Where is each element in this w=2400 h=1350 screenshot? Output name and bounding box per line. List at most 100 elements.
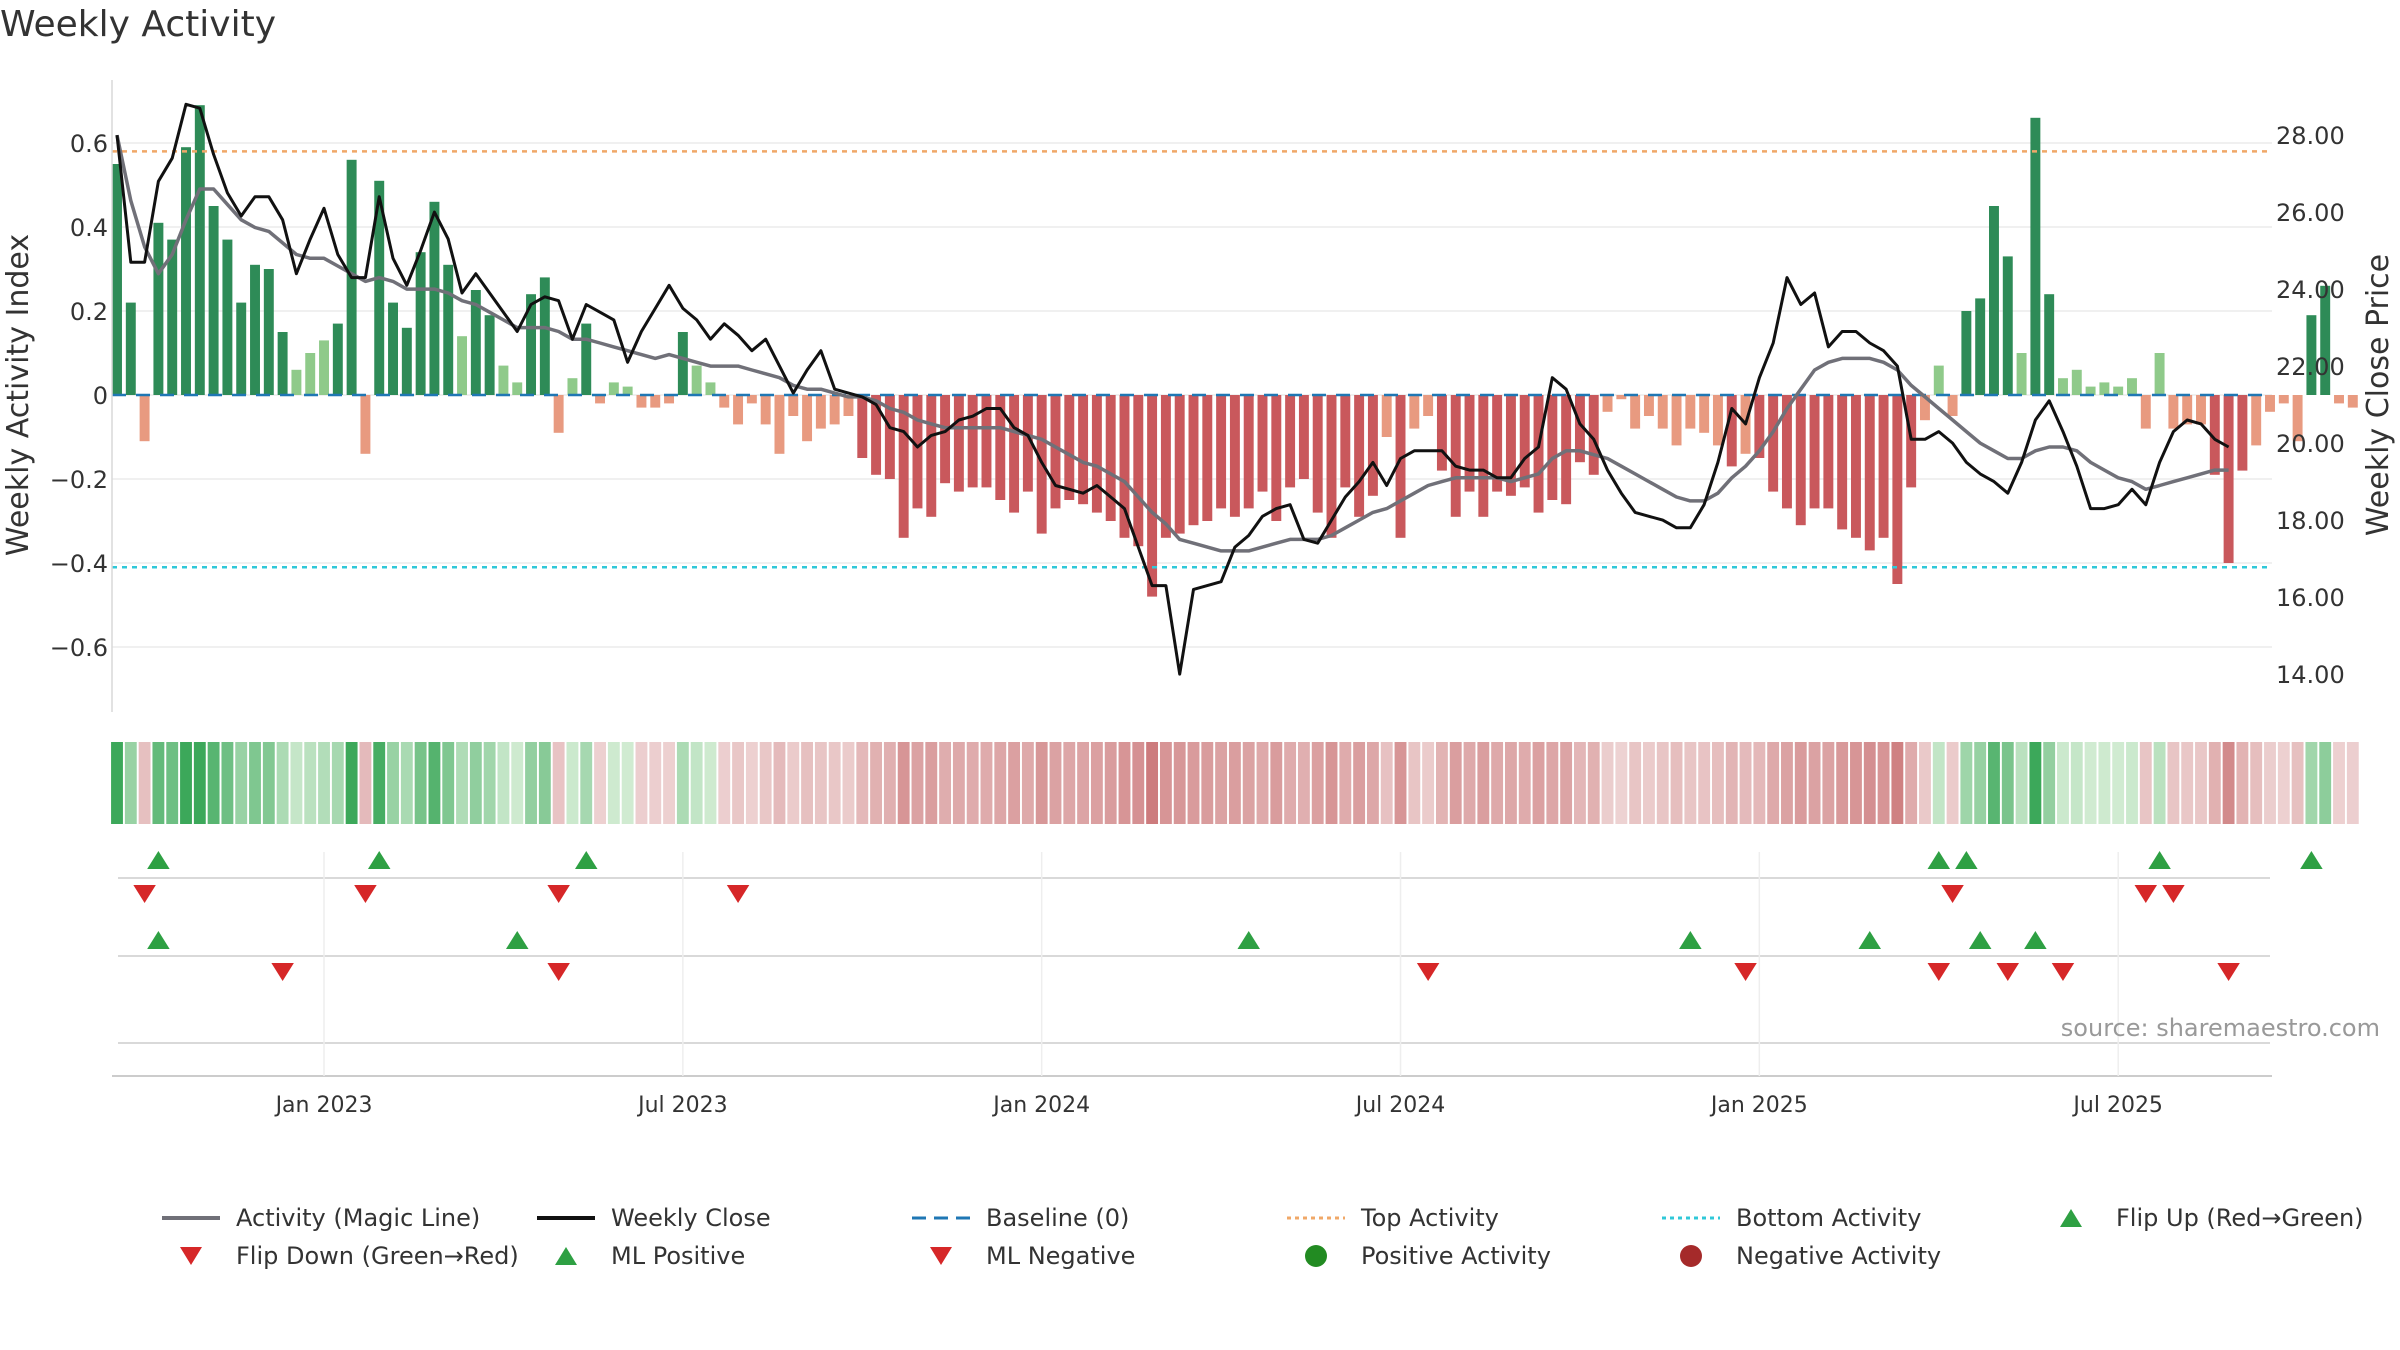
heatstrip-cell bbox=[318, 742, 330, 824]
heatstrip-cell bbox=[1643, 742, 1655, 824]
heatstrip-cell bbox=[1132, 742, 1145, 824]
activity-bar bbox=[1174, 395, 1185, 534]
activity-bar bbox=[305, 353, 316, 395]
activity-bar bbox=[788, 395, 799, 416]
heatstrip-cell bbox=[2126, 742, 2138, 824]
activity-bar bbox=[2071, 369, 2082, 395]
activity-bar bbox=[981, 395, 992, 488]
legend-item: Top Activity bbox=[1285, 1200, 1499, 1236]
activity-bar bbox=[388, 302, 398, 395]
heatstrip-cell bbox=[994, 742, 1007, 824]
activity-bar bbox=[1243, 395, 1254, 509]
x-tick-label: Jan 2023 bbox=[274, 1093, 373, 1118]
activity-bar bbox=[498, 365, 509, 395]
legend-label: Negative Activity bbox=[1736, 1242, 1942, 1270]
heatstrip-cell bbox=[1932, 742, 1945, 824]
heatstrip-cell bbox=[1863, 742, 1876, 824]
heatstrip-cell bbox=[566, 742, 579, 824]
heatstrip-cell bbox=[497, 742, 510, 824]
heatstrip-cell bbox=[1284, 742, 1297, 824]
y-tick-label-right: 18.00 bbox=[2276, 507, 2345, 535]
activity-bar bbox=[1160, 395, 1171, 538]
heatstrip-cell bbox=[1601, 742, 1614, 824]
y-axis-label-left: Weekly Activity Index bbox=[1, 234, 36, 556]
activity-bar bbox=[236, 302, 247, 395]
heatstrip-cell bbox=[1532, 742, 1545, 824]
legend-swatch bbox=[162, 1216, 220, 1220]
activity-bar bbox=[1436, 395, 1447, 471]
activity-bar bbox=[1892, 395, 1903, 584]
heatstrip-cell bbox=[331, 742, 344, 824]
activity-bar bbox=[1823, 395, 1834, 509]
activity-bar bbox=[2278, 395, 2289, 404]
activity-bar bbox=[1492, 395, 1503, 492]
activity-bar bbox=[2237, 395, 2248, 471]
heatstrip-cell bbox=[1877, 742, 1890, 824]
heatstrip-cell bbox=[952, 742, 965, 824]
activity-bar bbox=[1878, 395, 1889, 538]
heatstrip-cell bbox=[980, 742, 993, 824]
heatstrip-cell bbox=[152, 742, 165, 824]
activity-bar bbox=[1216, 395, 1227, 509]
heatstrip-cell bbox=[525, 742, 537, 824]
y-tick-label-right: 28.00 bbox=[2276, 122, 2345, 150]
activity-bar bbox=[774, 395, 785, 454]
activity-bar bbox=[815, 395, 826, 429]
activity-bar bbox=[2030, 117, 2041, 396]
heatstrip-cell bbox=[1104, 742, 1117, 824]
activity-bar bbox=[1961, 311, 1972, 395]
activity-bar bbox=[1850, 395, 1861, 538]
activity-bar bbox=[2140, 395, 2151, 429]
heatstrip-cell bbox=[732, 742, 744, 824]
activity-bar bbox=[2058, 378, 2068, 395]
flip-down-marker bbox=[1941, 885, 1964, 903]
heatstrip-cell bbox=[1049, 742, 1062, 824]
chart-legend: Activity (Magic Line) Weekly Close Baselin… bbox=[160, 1200, 2400, 1280]
heatstrip-cell bbox=[1159, 742, 1172, 824]
activity-bar bbox=[277, 332, 288, 395]
legend-item: Bottom Activity bbox=[1660, 1200, 1921, 1236]
flip-down-marker bbox=[354, 885, 377, 903]
activity-bar bbox=[1671, 395, 1682, 446]
activity-bar bbox=[1795, 395, 1806, 526]
activity-bar bbox=[153, 222, 164, 395]
activity-bar bbox=[1712, 395, 1723, 446]
y-tick-label-right: 20.00 bbox=[2276, 430, 2345, 458]
heatstrip-cell bbox=[1504, 742, 1517, 824]
activity-bar bbox=[1754, 395, 1765, 458]
activity-bar bbox=[2196, 395, 2206, 425]
heatstrip-cell bbox=[1297, 742, 1310, 824]
activity-bar bbox=[1340, 395, 1351, 488]
heatstrip-cell bbox=[1366, 742, 1379, 824]
ml-positive-marker bbox=[505, 931, 529, 949]
activity-bar bbox=[898, 395, 909, 538]
activity-bar bbox=[1864, 395, 1875, 551]
ml-negative-marker bbox=[2051, 963, 2075, 981]
activity-bar bbox=[1975, 298, 1986, 395]
flip-down-marker bbox=[2162, 885, 2185, 903]
activity-bar bbox=[829, 395, 840, 425]
activity-bar bbox=[374, 180, 385, 395]
ml-negative-marker bbox=[1927, 963, 1951, 981]
activity-bar bbox=[250, 264, 260, 395]
flip-up-marker bbox=[574, 851, 598, 869]
heatstrip-cell bbox=[1339, 742, 1352, 824]
activity-bar bbox=[2209, 395, 2220, 475]
heatstrip-cell bbox=[249, 742, 261, 824]
heatstrip-cell bbox=[759, 742, 772, 824]
activity-bar bbox=[2113, 386, 2124, 395]
activity-bar bbox=[1919, 395, 1930, 421]
legend-item: Negative Activity bbox=[1660, 1238, 1941, 1274]
activity-bar bbox=[401, 327, 412, 395]
activity-bar bbox=[332, 323, 343, 395]
heatstrip-cell bbox=[1670, 742, 1683, 824]
legend-swatch bbox=[2060, 1209, 2082, 1227]
heatstrip-cell bbox=[1960, 742, 1973, 824]
heatstrip-cell bbox=[856, 742, 869, 824]
activity-bar bbox=[1271, 395, 1282, 521]
activity-bar bbox=[1781, 395, 1792, 509]
chart-title: Weekly Activity bbox=[0, 4, 277, 45]
heatstrip-cell bbox=[635, 742, 648, 824]
activity-bar bbox=[2044, 294, 2055, 395]
activity-bar bbox=[760, 395, 771, 425]
